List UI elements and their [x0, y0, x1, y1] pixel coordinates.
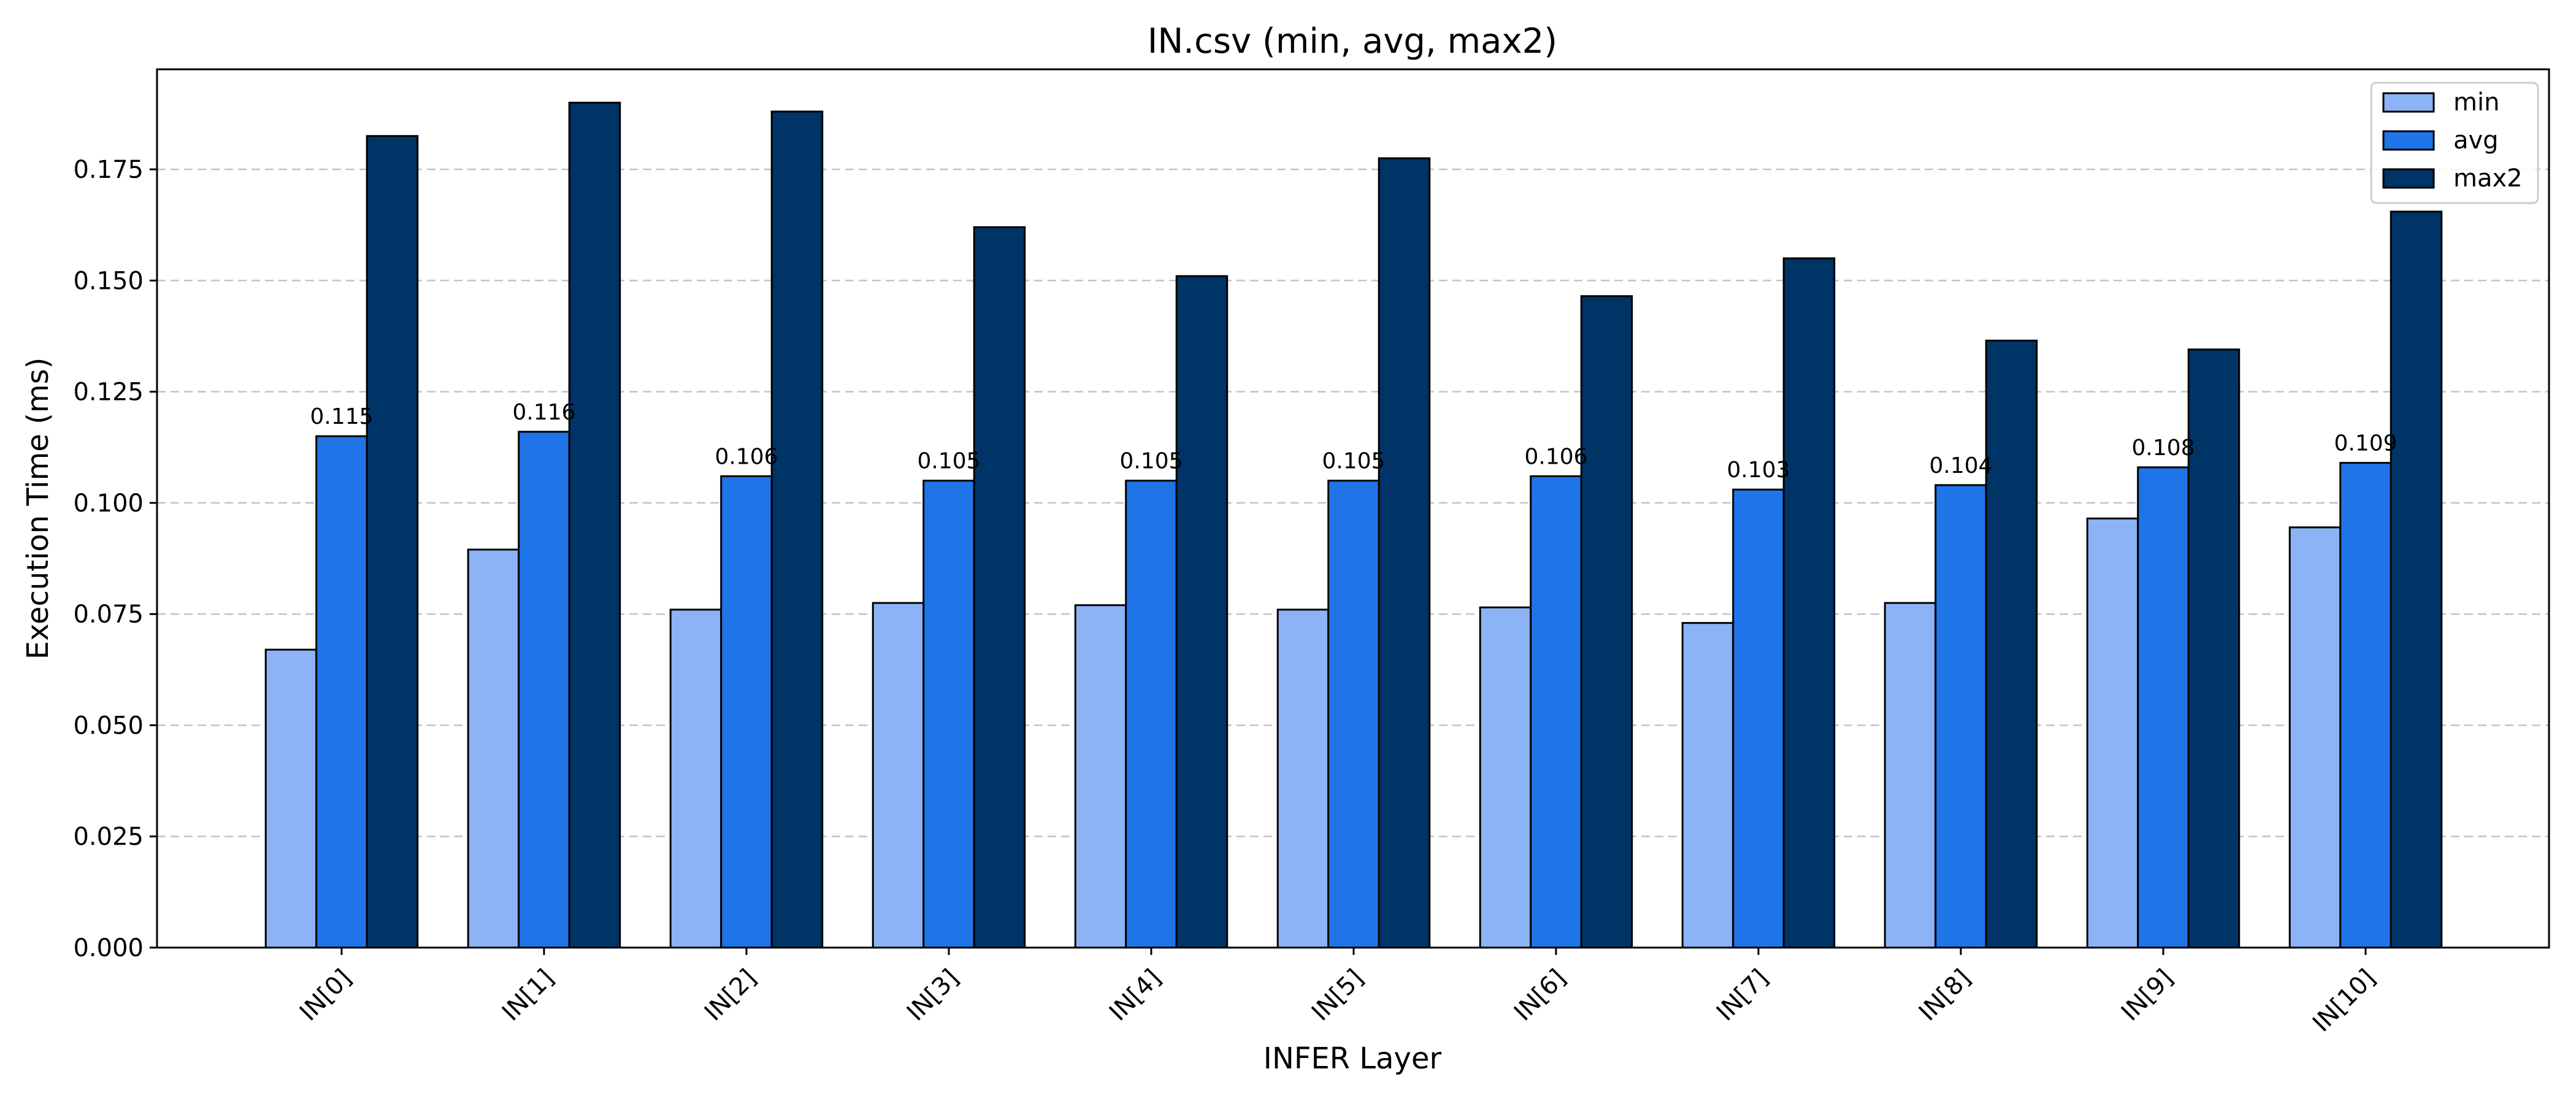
bar-max2 [770, 110, 824, 949]
data-labels-group: 0.115 0.116 0.106 0.105 0.105 0.105 0.106 0.103… [310, 400, 2397, 483]
bar-max2 [366, 135, 419, 949]
bar-avg [1327, 480, 1380, 949]
data-label: 0.109 [2334, 431, 2397, 456]
bar-max2 [1378, 157, 1431, 949]
legend: min avg max2 [2370, 82, 2539, 204]
chart-title: IN.csv (min, avg, max2) [1148, 21, 1557, 61]
y-tick-label: 0.175 [73, 156, 144, 184]
legend-swatch-max2 [2382, 168, 2435, 189]
data-label: 0.105 [1322, 449, 1385, 474]
x-axis-label: INFER Layer [1263, 1041, 1442, 1076]
bar-max2 [2187, 348, 2241, 949]
data-label: 0.105 [917, 449, 980, 474]
bar-max2 [568, 101, 621, 949]
bar-min [1681, 622, 1735, 949]
data-label: 0.115 [310, 404, 373, 429]
bar-max2 [1782, 257, 1836, 949]
y-tick-label: 0.050 [73, 711, 144, 740]
data-label: 0.108 [2131, 435, 2195, 461]
bar-max2 [973, 226, 1026, 949]
bar-min [2086, 517, 2139, 949]
bar-max2 [1580, 295, 1633, 949]
bar-max2 [1175, 275, 1229, 949]
bar-min [1276, 608, 1330, 949]
y-axis: 0.000 0.025 0.050 0.075 0.100 0.125 0.150 0.175 [73, 156, 157, 962]
bar-min [1884, 602, 1937, 949]
y-tick-label: 0.125 [73, 378, 144, 407]
bar-min [1479, 606, 1532, 949]
bar-min [264, 648, 318, 949]
legend-label-min: min [2453, 88, 2499, 117]
bar-avg [2137, 466, 2190, 949]
bar-min [669, 608, 723, 949]
bar-avg [1530, 475, 1582, 949]
bar-avg [1934, 484, 1987, 949]
bar-min [467, 548, 520, 949]
y-tick-label: 0.100 [73, 489, 144, 518]
data-label: 0.103 [1727, 458, 1790, 483]
legend-label-avg: avg [2453, 126, 2499, 155]
bar-min [2288, 526, 2342, 949]
bar-min [1074, 604, 1127, 949]
y-tick-label: 0.075 [73, 600, 144, 629]
bar-avg [720, 475, 773, 949]
bar-avg [1125, 480, 1178, 949]
data-label: 0.106 [715, 444, 778, 469]
bar-avg [315, 435, 368, 949]
bar-max2 [1985, 339, 2038, 949]
y-axis-label: Execution Time (ms) [21, 358, 55, 660]
data-label: 0.104 [1929, 453, 1992, 478]
y-tick-label: 0.025 [73, 823, 144, 851]
y-tick-label: 0.150 [73, 267, 144, 295]
data-label: 0.105 [1119, 449, 1183, 474]
legend-swatch-min [2382, 92, 2435, 113]
bar-avg [518, 431, 570, 949]
data-label: 0.116 [512, 400, 575, 425]
bar-avg [2339, 462, 2392, 949]
legend-swatch-avg [2382, 130, 2435, 151]
bar-avg [922, 480, 975, 949]
bar-max2 [2390, 210, 2443, 949]
data-label: 0.106 [1524, 444, 1587, 469]
y-tick-label: 0.000 [73, 934, 144, 962]
bar-min [872, 602, 925, 949]
bars-group [264, 101, 2443, 949]
legend-label-max2: max2 [2453, 164, 2523, 193]
bar-avg [1732, 488, 1785, 949]
